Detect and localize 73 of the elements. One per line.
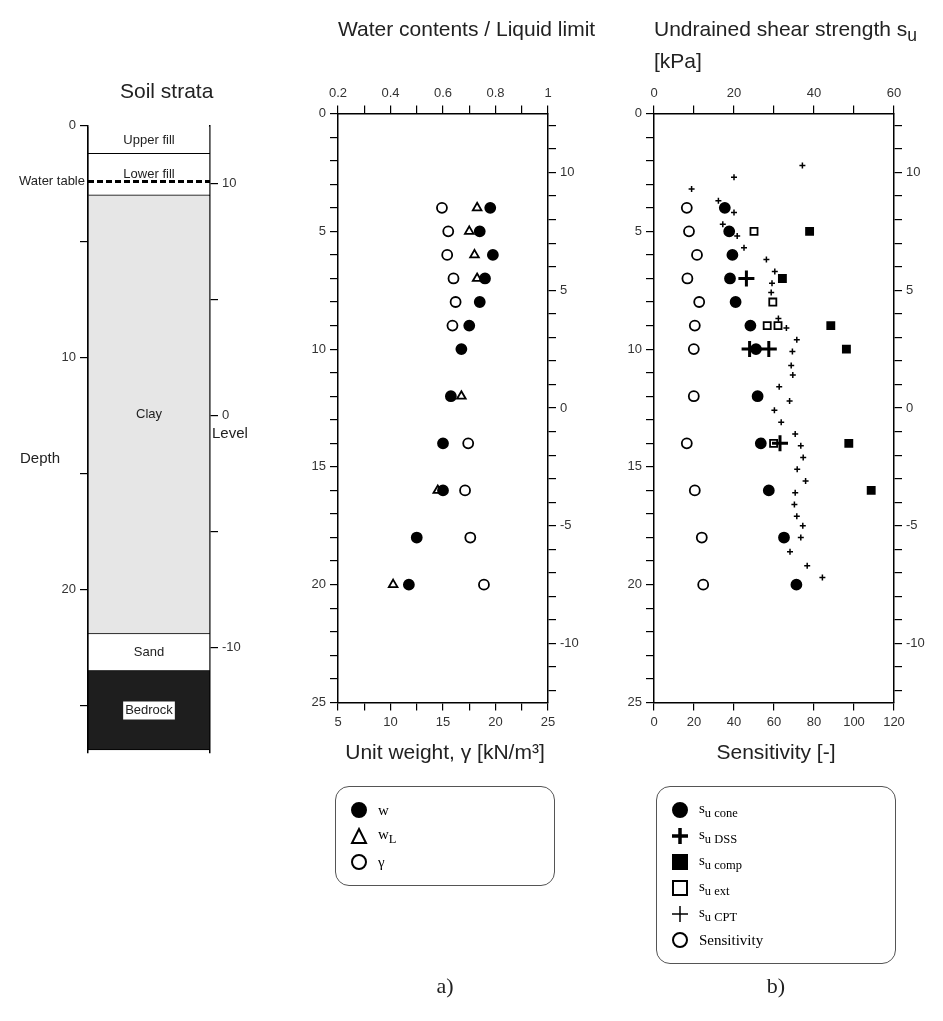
y-tick-label: 20: [627, 576, 642, 592]
y-tick-label: 25: [311, 693, 326, 709]
y2-tick-label: 0: [222, 407, 230, 423]
x2-tick-label: 0: [650, 85, 658, 101]
x-axis-title: Unit weight, γ [kN/m³]: [344, 740, 546, 764]
x-tick-label: 20: [686, 713, 702, 729]
y-tick-label: 0: [318, 105, 326, 121]
y-tick-label: 0: [68, 117, 76, 133]
x2-tick-label: 0.4: [381, 85, 400, 101]
y2-tick-label: -5: [906, 517, 918, 533]
series-label: Clay: [135, 406, 163, 422]
y-tick-label: 15: [627, 458, 642, 474]
y2-tick-label: 10: [906, 164, 921, 180]
x2-tick-label: 0.6: [433, 85, 453, 101]
legend-label: s$_{u cone}$: [699, 799, 738, 821]
chart-title: Soil strata: [120, 79, 214, 102]
x-tick-label: 40: [726, 713, 742, 729]
y2-tick-label: 10: [560, 164, 575, 180]
y-tick-label: 25: [627, 693, 642, 709]
x-tick-label: 5: [334, 713, 342, 729]
y2-tick-label: -10: [906, 635, 925, 651]
y-tick-label: 5: [634, 222, 642, 238]
y2-tick-label: -10: [560, 635, 579, 651]
series-label: Sand: [133, 644, 165, 660]
x-tick-label: 15: [435, 713, 451, 729]
x-tick-label: 10: [383, 713, 398, 729]
x2-tick-label: 40: [806, 85, 822, 101]
x-tick-label: 120: [883, 713, 905, 729]
text: Undrained shear strength s$_{u}$ [kPa]: [654, 17, 918, 73]
y-axis-title: Depth: [19, 449, 61, 467]
x-tick-label: 60: [766, 713, 782, 729]
y2-tick-label: 0: [560, 399, 568, 415]
y2-axis-title: Level: [212, 423, 248, 441]
legend-label: s$_{u comp}$: [699, 851, 742, 873]
x2-tick-label: 20: [726, 85, 742, 101]
x-axis-title: Sensitivity [-]: [715, 740, 837, 764]
x-tick-label: 20: [488, 713, 503, 729]
y2-tick-label: -5: [560, 517, 572, 533]
y2-tick-label: 0: [906, 399, 914, 415]
series-label: Lower fill: [123, 166, 175, 182]
y2-tick-label: 5: [560, 281, 568, 297]
legend-label: s$_{u ext}$: [699, 877, 730, 899]
y-tick-label: 10: [311, 340, 326, 356]
legend-label: s$_{u DSS}$: [699, 825, 738, 847]
legend-label: w$_{L}$: [378, 825, 397, 847]
y-tick-label: 10: [627, 340, 642, 356]
series-label: Upper fill: [123, 131, 175, 147]
y-tick-label: 0: [634, 105, 642, 121]
y-tick-label: 5: [318, 222, 326, 238]
x2-tick-label: 0.2: [328, 85, 348, 101]
y-tick-label: 15: [311, 458, 326, 474]
y-tick-label: 10: [61, 349, 76, 365]
x-tick-label: 25: [540, 713, 556, 729]
x2-axis-title: Water contents / Liquid limit: [337, 16, 597, 42]
x2-tick-label: 1: [544, 85, 552, 101]
legend-label: w: [378, 801, 389, 819]
y2-tick-label: 5: [906, 281, 914, 297]
ref-line-label: Water table: [19, 173, 85, 189]
y2-tick-label: 10: [222, 175, 237, 191]
x-tick-label: 0: [650, 713, 658, 729]
x2-tick-label: 0.8: [486, 85, 505, 101]
x2-tick-label: 60: [886, 85, 902, 101]
legend-label: s$_{u CPT}$: [699, 903, 738, 925]
y2-tick-label: -10: [222, 639, 241, 655]
legend-label: γ: [378, 853, 385, 871]
legend-label: Sensitivity: [699, 931, 764, 949]
y-tick-label: 20: [311, 576, 326, 592]
text: a): [435, 973, 455, 999]
x-tick-label: 80: [806, 713, 822, 729]
text: b): [765, 973, 787, 999]
series-label: Bedrock: [125, 702, 174, 718]
y-tick-label: 20: [61, 581, 76, 597]
x-tick-label: 100: [843, 713, 865, 729]
